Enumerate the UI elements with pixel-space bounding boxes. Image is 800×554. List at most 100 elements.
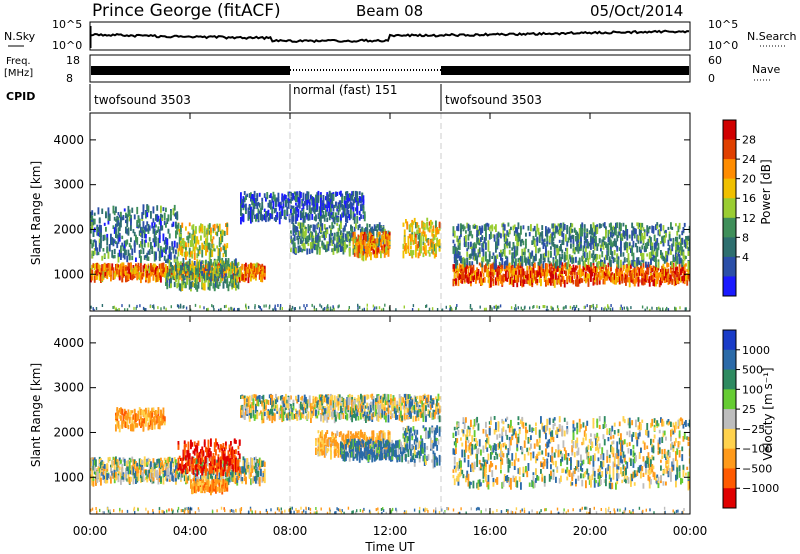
power-echo-cell (437, 229, 440, 234)
power-echo-cell (456, 270, 459, 278)
power-echo-cell (200, 223, 202, 232)
power-echo-cell (192, 229, 195, 237)
power-near-range-cell (499, 304, 502, 308)
power-echo-cell (687, 250, 690, 256)
power-echo-cell (112, 272, 115, 280)
power-echo-cell (100, 240, 102, 249)
power-echo-cell (320, 197, 322, 204)
power-echo-cell (318, 206, 321, 214)
power-echo-cell (181, 263, 184, 267)
power-echo-cell (178, 265, 181, 269)
power-echo-cell (326, 204, 329, 212)
power-near-range-cell (304, 306, 307, 310)
power-echo-cell (98, 264, 101, 272)
power-echo-cell (577, 239, 580, 244)
power-echo-cell (325, 196, 327, 201)
power-echo-cell (413, 231, 416, 238)
power-echo-cell (121, 270, 124, 278)
power-echo-cell (468, 272, 471, 277)
power-echo-cell (530, 267, 532, 271)
power-near-range-cell (375, 306, 378, 310)
power-echo-cell (555, 261, 557, 269)
power-echo-cell (143, 263, 146, 269)
cpid-segment-1: twofsound 3503 (94, 93, 191, 107)
power-echo-cell (517, 268, 520, 272)
power-echo-cell (581, 222, 584, 228)
power-echo-cell (680, 238, 682, 245)
velocity-echo-cell (103, 469, 106, 474)
power-echo-layer (90, 190, 690, 311)
power-echo-cell (250, 273, 252, 282)
power-echo-cell (157, 226, 160, 232)
power-echo-cell (548, 263, 551, 267)
power-echo-cell (311, 241, 314, 249)
power-echo-cell (358, 210, 361, 216)
power-echo-cell (113, 239, 116, 244)
power-echo-cell (306, 236, 309, 241)
power-near-range-cell (112, 306, 114, 309)
power-echo-cell (543, 271, 546, 278)
power-echo-cell (158, 256, 161, 262)
power-echo-cell (376, 252, 379, 258)
power-echo-cell (626, 248, 629, 252)
power-echo-cell (121, 216, 124, 221)
power-echo-cell (547, 277, 550, 286)
power-echo-cell (210, 230, 212, 237)
power-echo-cell (115, 228, 117, 236)
power-echo-cell (650, 256, 652, 265)
power-echo-cell (477, 249, 480, 255)
power-echo-cell (107, 251, 110, 259)
power-echo-cell (666, 275, 669, 281)
power-echo-cell (362, 239, 365, 246)
power-echo-region (402, 217, 441, 259)
power-echo-cell (582, 271, 585, 276)
power-echo-cell (495, 255, 497, 262)
power-near-range-cell (384, 303, 386, 307)
power-echo-cell (640, 251, 642, 257)
power-echo-cell (145, 234, 147, 239)
power-echo-cell (623, 277, 626, 283)
power-echo-cell (371, 236, 374, 240)
power-echo-cell (531, 267, 534, 276)
power-near-range-cell (95, 307, 98, 310)
power-echo-cell (302, 229, 305, 237)
power-echo-cell (496, 245, 499, 249)
power-near-range-cell (619, 307, 622, 310)
power-echo-cell (681, 259, 684, 267)
power-echo-cell (682, 266, 685, 271)
velocity-echo-cell (98, 458, 101, 464)
power-near-range-cell (315, 308, 318, 311)
power-echo-cell (292, 193, 295, 200)
power-echo-cell (510, 226, 512, 231)
power-echo-cell (485, 263, 487, 271)
power-echo-cell (312, 199, 315, 206)
power-echo-cell (411, 231, 414, 236)
power-echo-cell (533, 263, 536, 268)
power-echo-cell (355, 242, 357, 247)
power-echo-cell (127, 205, 130, 212)
power-echo-cell (133, 240, 136, 246)
power-echo-cell (337, 202, 340, 210)
power-echo-cell (138, 250, 141, 254)
power-echo-cell (623, 264, 626, 270)
power-echo-cell (335, 191, 337, 197)
power-echo-cell (520, 274, 522, 281)
power-echo-cell (557, 265, 560, 272)
power-echo-cell (95, 240, 97, 245)
power-echo-cell (660, 241, 662, 245)
power-echo-cell (686, 236, 689, 241)
power-echo-cell (233, 259, 236, 266)
power-echo-cell (430, 225, 432, 229)
power-echo-cell (580, 233, 582, 242)
power-echo-cell (96, 247, 99, 256)
power-echo-cell (566, 225, 569, 233)
power-echo-cell (497, 265, 500, 269)
power-echo-cell (587, 278, 590, 286)
power-echo-cell (106, 233, 109, 241)
power-echo-cell (537, 269, 540, 277)
power-echo-cell (607, 262, 610, 267)
power-echo-cell (158, 263, 161, 269)
power-echo-cell (641, 267, 644, 273)
power-echo-cell (191, 260, 194, 265)
station-title: Prince George (fitACF) (92, 1, 281, 21)
